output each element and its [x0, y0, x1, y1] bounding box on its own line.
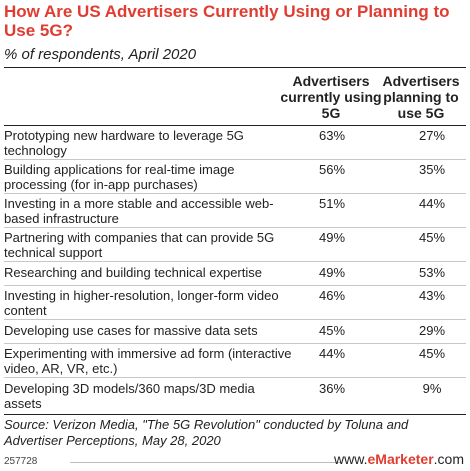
column-header-planning: Advertisers planning to use 5G [382, 73, 460, 121]
row-label: Investing in higher-resolution, longer-f… [4, 288, 279, 318]
value-current: 51% [318, 196, 346, 211]
table-row: Investing in a more stable and accessibl… [4, 194, 466, 228]
top-divider [4, 67, 466, 68]
value-current: 49% [318, 265, 346, 280]
value-planning: 35% [418, 162, 446, 177]
value-current: 56% [318, 162, 346, 177]
value-planning: 9% [422, 381, 442, 396]
row-label: Investing in a more stable and accessibl… [4, 196, 274, 226]
value-planning: 27% [418, 128, 446, 143]
value-current: 44% [318, 346, 346, 361]
column-header-current: Advertisers currently using 5G [280, 73, 382, 121]
value-current: 45% [318, 323, 346, 338]
chart-id: 257728 [4, 456, 38, 467]
value-planning: 44% [418, 196, 446, 211]
data-table: Prototyping new hardware to leverage 5G … [4, 126, 466, 411]
footer-divider [70, 462, 342, 463]
bottom-divider [4, 414, 466, 415]
value-current: 36% [318, 381, 346, 396]
chart-title: How Are US Advertisers Currently Using o… [4, 2, 450, 40]
value-planning: 53% [418, 265, 446, 280]
row-label: Developing use cases for massive data se… [4, 323, 258, 338]
value-current: 49% [318, 230, 346, 245]
emarketer-logo: www.eMarketer.com [334, 451, 464, 467]
table-row: Developing 3D models/360 maps/3D media a… [4, 378, 466, 411]
source-note: Source: Verizon Media, "The 5G Revolutio… [4, 417, 409, 448]
table-row: Experimenting with immersive ad form (in… [4, 344, 466, 378]
row-label: Prototyping new hardware to leverage 5G … [4, 128, 244, 158]
table-row: Researching and building technical exper… [4, 262, 466, 286]
table-row: Building applications for real-time imag… [4, 160, 466, 194]
logo-suffix: .com [433, 451, 464, 467]
chart-subtitle: % of respondents, April 2020 [4, 46, 197, 63]
value-planning: 29% [418, 323, 446, 338]
value-planning: 45% [418, 230, 446, 245]
table-row: Prototyping new hardware to leverage 5G … [4, 126, 466, 160]
table-row: Partnering with companies that can provi… [4, 228, 466, 262]
value-planning: 43% [418, 288, 446, 303]
logo-prefix: www. [334, 451, 368, 467]
header-divider [4, 125, 466, 126]
row-label: Experimenting with immersive ad form (in… [4, 346, 292, 376]
row-label: Researching and building technical exper… [4, 265, 262, 280]
row-label: Partnering with companies that can provi… [4, 230, 275, 260]
value-current: 46% [318, 288, 346, 303]
logo-brand: eMarketer [367, 451, 434, 467]
table-row: Developing use cases for massive data se… [4, 320, 466, 344]
table-row: Investing in higher-resolution, longer-f… [4, 286, 466, 320]
value-current: 63% [318, 128, 346, 143]
value-planning: 45% [418, 346, 446, 361]
row-label: Developing 3D models/360 maps/3D media a… [4, 381, 255, 411]
row-label: Building applications for real-time imag… [4, 162, 235, 192]
